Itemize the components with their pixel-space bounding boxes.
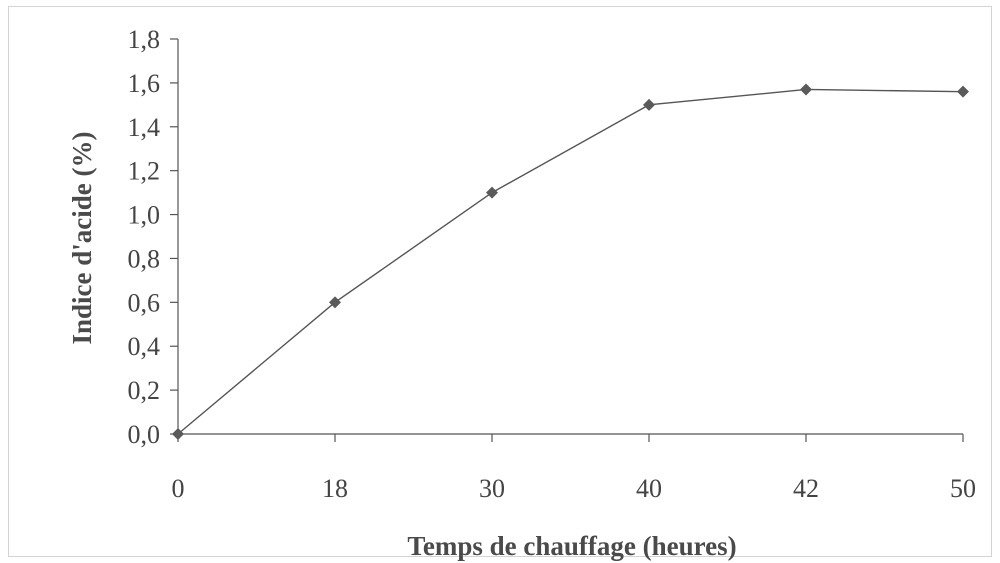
y-tick-label: 1,8 xyxy=(128,25,161,54)
x-axis: 0 18 30 40 42 50 xyxy=(172,433,976,503)
data-point-marker xyxy=(643,98,655,111)
x-tick-label: 18 xyxy=(322,474,348,503)
x-tick-label: 50 xyxy=(950,474,976,503)
y-tick-label: 1,6 xyxy=(128,69,161,98)
y-tick-label: 0,6 xyxy=(128,288,161,317)
y-tick-label: 0,8 xyxy=(128,244,161,273)
data-point-marker xyxy=(329,296,341,309)
x-tick-label: 30 xyxy=(479,474,505,503)
series-group xyxy=(172,83,969,440)
y-tick-label: 0,2 xyxy=(128,376,161,405)
data-point-marker xyxy=(800,83,812,96)
x-tick-label: 0 xyxy=(172,474,185,503)
x-tick-label: 42 xyxy=(793,474,819,503)
y-tick-label: 0,0 xyxy=(128,420,161,449)
data-point-marker xyxy=(172,428,184,440)
y-axis-title: Indice d'acide (%) xyxy=(67,132,97,345)
data-point-marker xyxy=(957,85,969,98)
y-tick-label: 1,4 xyxy=(128,113,161,142)
y-axis: 0,0 0,2 0,4 0,6 0,8 1,0 1,2 1,4 1,6 1,8 xyxy=(128,25,179,449)
y-tick-label: 0,4 xyxy=(128,332,161,361)
y-tick-label: 1,2 xyxy=(128,157,161,186)
x-tick-label: 40 xyxy=(636,474,662,503)
series-line xyxy=(177,88,964,435)
y-tick-label: 1,0 xyxy=(128,201,161,230)
x-axis-title: Temps de chauffage (heures) xyxy=(407,531,736,561)
chart-frame xyxy=(8,6,992,557)
data-point-marker xyxy=(486,186,498,199)
